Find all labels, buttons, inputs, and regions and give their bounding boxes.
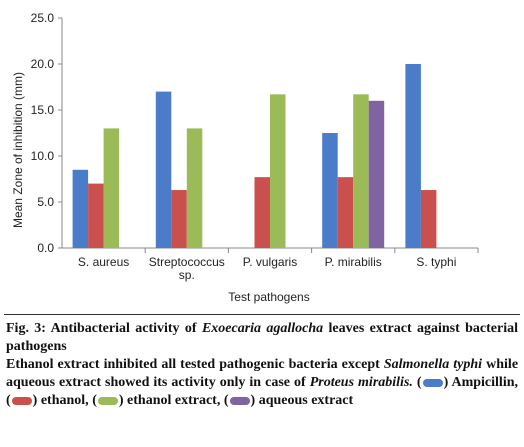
y-tick-label: 15.0 [31, 103, 55, 117]
bar [186, 128, 203, 248]
bar [88, 183, 104, 248]
x-axis-title: Test pathogens [228, 290, 309, 304]
legend-swatch-ethanol [11, 396, 32, 405]
bar [270, 94, 286, 248]
y-tick-label: 0.0 [37, 241, 54, 255]
bar [72, 169, 89, 248]
legend-swatch-ampicillin [422, 378, 443, 387]
y-tick-label: 5.0 [37, 195, 54, 209]
bar [155, 91, 172, 248]
caption-title: Fig. 3: Antibacterial activity of Exoeca… [6, 321, 519, 354]
bar [254, 177, 270, 248]
y-tick-label: 10.0 [31, 149, 55, 163]
bar [405, 64, 421, 248]
bar [337, 177, 354, 248]
legend-swatch-ethanol-extract [97, 396, 118, 405]
y-tick-label: 20.0 [31, 57, 55, 71]
x-tick-label: S. aureus [78, 255, 129, 269]
y-axis-title: Mean Zone of inhibition (mm) [11, 72, 25, 228]
x-tick-label: P. vulgaris [243, 255, 297, 269]
x-tick-label: S. typhi [416, 255, 456, 269]
x-tick-label: P. mirabilis [325, 255, 382, 269]
bar [353, 94, 369, 248]
bar [322, 133, 338, 248]
x-tick-label: Streptococcus [149, 255, 225, 269]
figure-caption: Fig. 3: Antibacterial activity of Exoeca… [6, 320, 518, 410]
bar [368, 100, 385, 248]
caption-divider [4, 314, 520, 315]
legend-swatch-aqueous-extract [229, 396, 250, 405]
x-tick-label: sp. [179, 268, 195, 282]
bar [103, 128, 120, 248]
y-tick-label: 25.0 [31, 11, 55, 25]
bar [171, 190, 187, 248]
chart: Mean Zone of inhibition (mm) Test pathog… [11, 11, 479, 304]
caption-description: Ethanol extract inhibited all tested pat… [6, 357, 519, 408]
bar [420, 190, 437, 248]
